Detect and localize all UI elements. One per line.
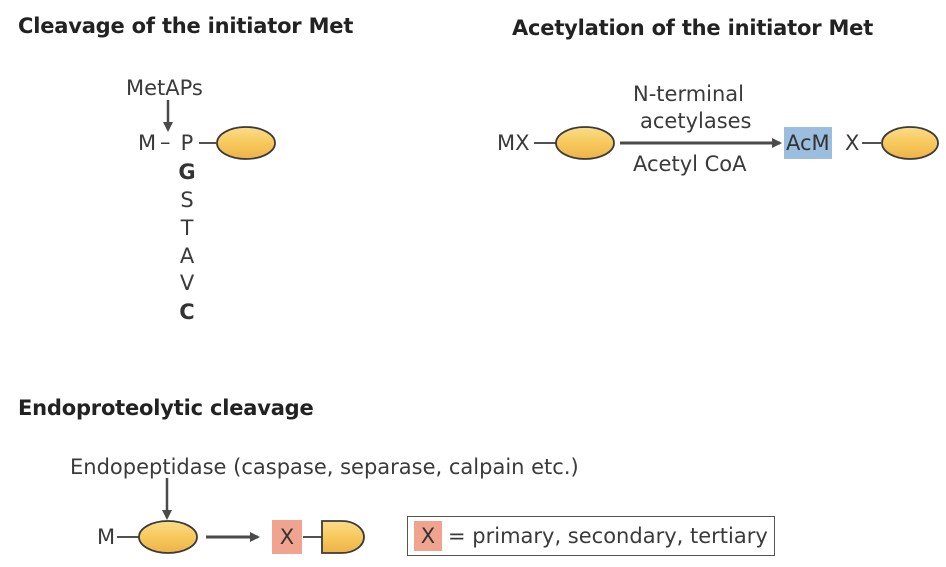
metaps-label: MetAPs xyxy=(126,76,203,100)
residue-g: G xyxy=(178,160,196,184)
cleavage-title: Cleavage of the initiator Met xyxy=(18,14,354,38)
legend-box: X = primary, secondary, tertiary xyxy=(407,516,775,556)
residue-p: P xyxy=(180,131,194,155)
protein-shape xyxy=(881,126,939,160)
acetylated-met-box: AcM xyxy=(784,127,832,159)
enzyme-label-line1: N-terminal xyxy=(633,82,745,106)
legend-swatch: X xyxy=(414,521,442,551)
product-residue: X xyxy=(845,131,860,155)
residue-s: S xyxy=(180,188,194,212)
acetylation-title: Acetylation of the initiator Met xyxy=(512,16,874,40)
protein-shape xyxy=(555,126,615,160)
truncated-protein-shape xyxy=(321,520,365,554)
protein-shape xyxy=(216,126,276,160)
residue-v: V xyxy=(179,271,195,295)
neo-n-terminus-box: X xyxy=(272,520,302,554)
met-label: M xyxy=(138,131,157,155)
residue-t: T xyxy=(180,216,194,240)
substrate-label: MX xyxy=(497,131,530,155)
residue-c: C xyxy=(179,300,195,324)
met-label: M xyxy=(97,525,116,549)
cofactor-label: Acetyl CoA xyxy=(633,152,747,176)
bond-dash: – xyxy=(160,130,171,154)
endopeptidase-label: Endopeptidase (caspase, separase, calpai… xyxy=(70,455,579,479)
residue-a: A xyxy=(179,244,195,268)
protein-shape xyxy=(138,520,198,554)
endoproteolytic-title: Endoproteolytic cleavage xyxy=(18,396,314,420)
legend-text: = primary, secondary, tertiary xyxy=(448,524,768,548)
enzyme-label-line2: acetylases xyxy=(640,109,752,133)
